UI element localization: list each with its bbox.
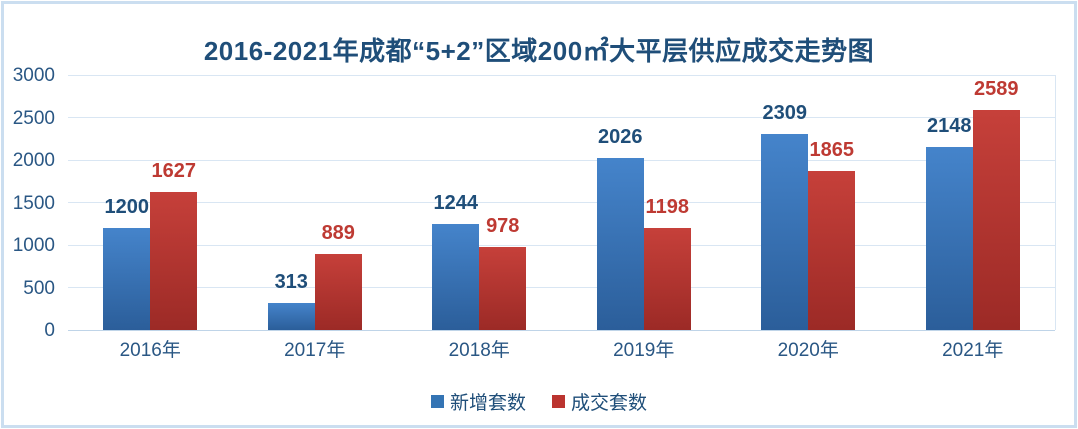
bar-成交套数-2016年 (150, 191, 198, 330)
legend: 新增套数 成交套数 (0, 388, 1078, 415)
gridline (68, 202, 1055, 203)
bar-成交套数-2020年 (808, 171, 856, 330)
y-tick-label: 500 (23, 277, 55, 299)
bar-value-label: 1244 (433, 192, 479, 215)
bar-新增套数-2021年 (925, 147, 973, 330)
gridline (68, 287, 1055, 288)
bar-value-label: 889 (321, 222, 355, 245)
bar-value-label: 2026 (598, 125, 643, 148)
x-tick-label: 2016年 (119, 340, 181, 361)
legend-label: 成交套数 (571, 393, 648, 414)
x-tick-label: 2020年 (777, 340, 839, 361)
bar-value-label: 313 (274, 271, 308, 294)
bar-value-label: 1200 (104, 196, 150, 218)
bar-新增套数-2018年 (432, 224, 480, 330)
x-tick-label: 2019年 (613, 340, 675, 361)
gridline (68, 117, 1055, 118)
bar-value-label: 1865 (809, 139, 855, 162)
x-axis-line (68, 329, 1055, 331)
gridline (68, 159, 1055, 161)
bar-新增套数-2020年 (761, 133, 809, 330)
bar-成交套数-2017年 (314, 254, 362, 330)
bar-新增套数-2016年 (103, 228, 151, 330)
bar-成交套数-2021年 (972, 109, 1020, 330)
gridline (68, 244, 1055, 246)
red-series-swatch-icon (552, 395, 565, 408)
bar-新增套数-2017年 (267, 303, 315, 330)
bar-value-label: 2309 (762, 101, 808, 124)
y-tick-label: 0 (44, 320, 55, 341)
y-tick-label: 1000 (12, 235, 55, 256)
legend-item-new-supply: 新增套数 (430, 388, 526, 415)
x-tick-label: 2018年 (448, 340, 510, 361)
bar-value-label: 2148 (927, 115, 972, 138)
x-tick-label: 2017年 (284, 340, 346, 361)
chart-title: 2016-2021年成都“5+2”区域200㎡大平层供应成交走势图 (203, 36, 875, 67)
bar-新增套数-2019年 (596, 157, 644, 330)
bar-value-label: 978 (486, 214, 520, 237)
x-tick-label: 2021年 (942, 340, 1004, 361)
y-tick-label: 1500 (12, 192, 55, 214)
bar-value-label: 1198 (645, 196, 689, 219)
bar-成交套数-2019年 (643, 228, 691, 330)
plot-right-border (1054, 75, 1056, 330)
bar-value-label: 2589 (974, 77, 1019, 100)
legend-label: 新增套数 (449, 393, 526, 414)
y-tick-label: 2000 (12, 150, 55, 171)
bar-value-label: 1627 (151, 159, 197, 182)
y-tick-label: 2500 (12, 107, 55, 129)
legend-item-sold: 成交套数 (552, 388, 647, 415)
gridline (68, 74, 1055, 76)
blue-series-swatch-icon (430, 395, 444, 408)
bar-成交套数-2018年 (479, 246, 527, 330)
y-tick-label: 3000 (12, 65, 55, 86)
